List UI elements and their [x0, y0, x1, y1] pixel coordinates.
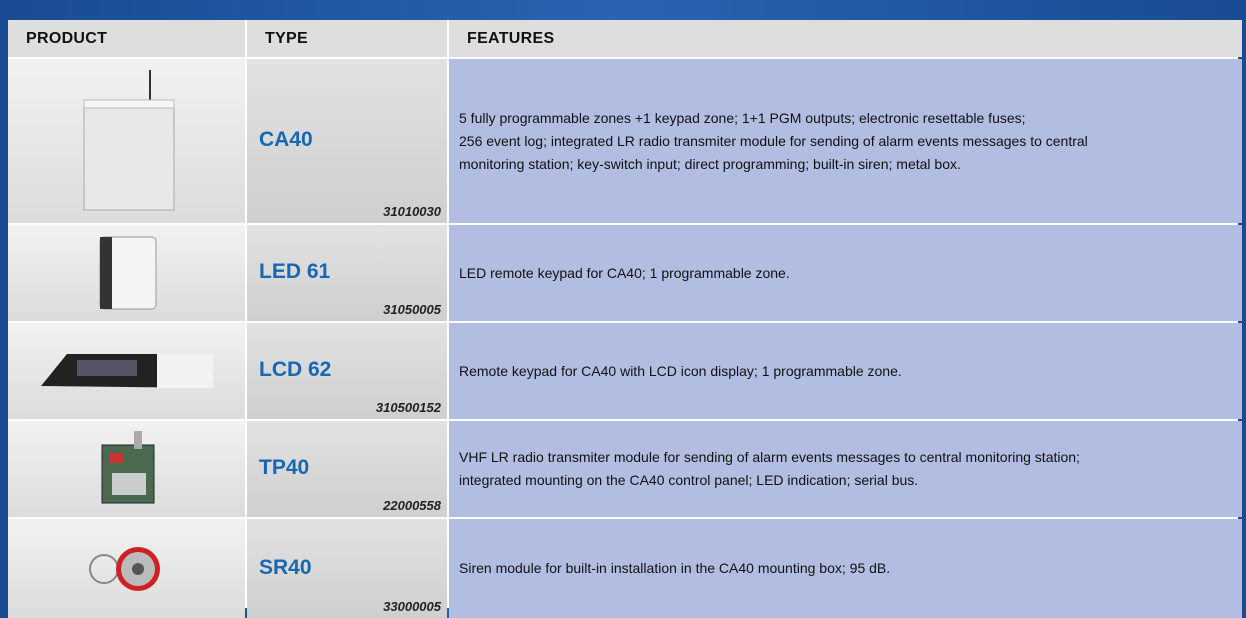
type-cell: SR40 33000005 [247, 519, 447, 618]
product-image [8, 59, 245, 223]
features-cell: 5 fully programmable zones +1 keypad zon… [449, 59, 1242, 223]
product-image [8, 519, 245, 618]
feature-line: Siren module for built-in installation i… [459, 560, 891, 576]
keypad-icon [99, 236, 156, 310]
features-cell: Siren module for built-in installation i… [449, 519, 1242, 618]
feature-line: 5 fully programmable zones +1 keypad zon… [459, 109, 1026, 126]
feature-line: VHF LR radio transmiter module for sendi… [459, 449, 1080, 465]
product-name: LCD 62 [259, 357, 332, 381]
feature-line: LED remote keypad for CA40; 1 programmab… [459, 264, 790, 281]
product-name: LED 61 [259, 259, 331, 283]
product-name: CA40 [259, 127, 313, 151]
module-icon [101, 431, 154, 504]
product-code: 310500152 [375, 400, 441, 415]
feature-line: integrated mounting on the CA40 control … [459, 472, 919, 488]
siren-icon [88, 546, 160, 591]
product-image [8, 323, 245, 419]
type-cell: TP40 22000558 [247, 421, 447, 517]
product-image [8, 421, 245, 517]
header-cell: FEATURES [449, 20, 1242, 57]
product-table: PRODUCT TYPE FEATURES CA40 31010030 5 ful… [8, 20, 1242, 618]
feature-line: Remote keypad for CA40 with LCD icon dis… [459, 362, 902, 379]
header-cell: TYPE [247, 20, 447, 57]
product-name: TP40 [259, 455, 310, 479]
features-cell: LED remote keypad for CA40; 1 programmab… [449, 225, 1242, 321]
features-cell: VHF LR radio transmiter module for sendi… [449, 421, 1242, 517]
features-cell: Remote keypad for CA40 with LCD icon dis… [449, 323, 1242, 419]
product-code: 31050005 [383, 302, 441, 317]
product-code: 31010030 [383, 204, 441, 219]
panel-icon [83, 70, 174, 211]
type-cell: LCD 62 310500152 [247, 323, 447, 419]
product-code: 22000558 [383, 498, 441, 513]
product-name: SR40 [259, 555, 312, 579]
product-image [8, 225, 245, 321]
product-code: 33000005 [383, 599, 441, 614]
type-cell: CA40 31010030 [247, 59, 447, 223]
feature-line: monitoring station; key-switch input; di… [459, 155, 961, 172]
lcd-keypad-icon [40, 354, 213, 388]
feature-line: 256 event log; integrated LR radio trans… [459, 132, 1088, 149]
type-cell: LED 61 31050005 [247, 225, 447, 321]
header-cell: PRODUCT [8, 20, 245, 57]
